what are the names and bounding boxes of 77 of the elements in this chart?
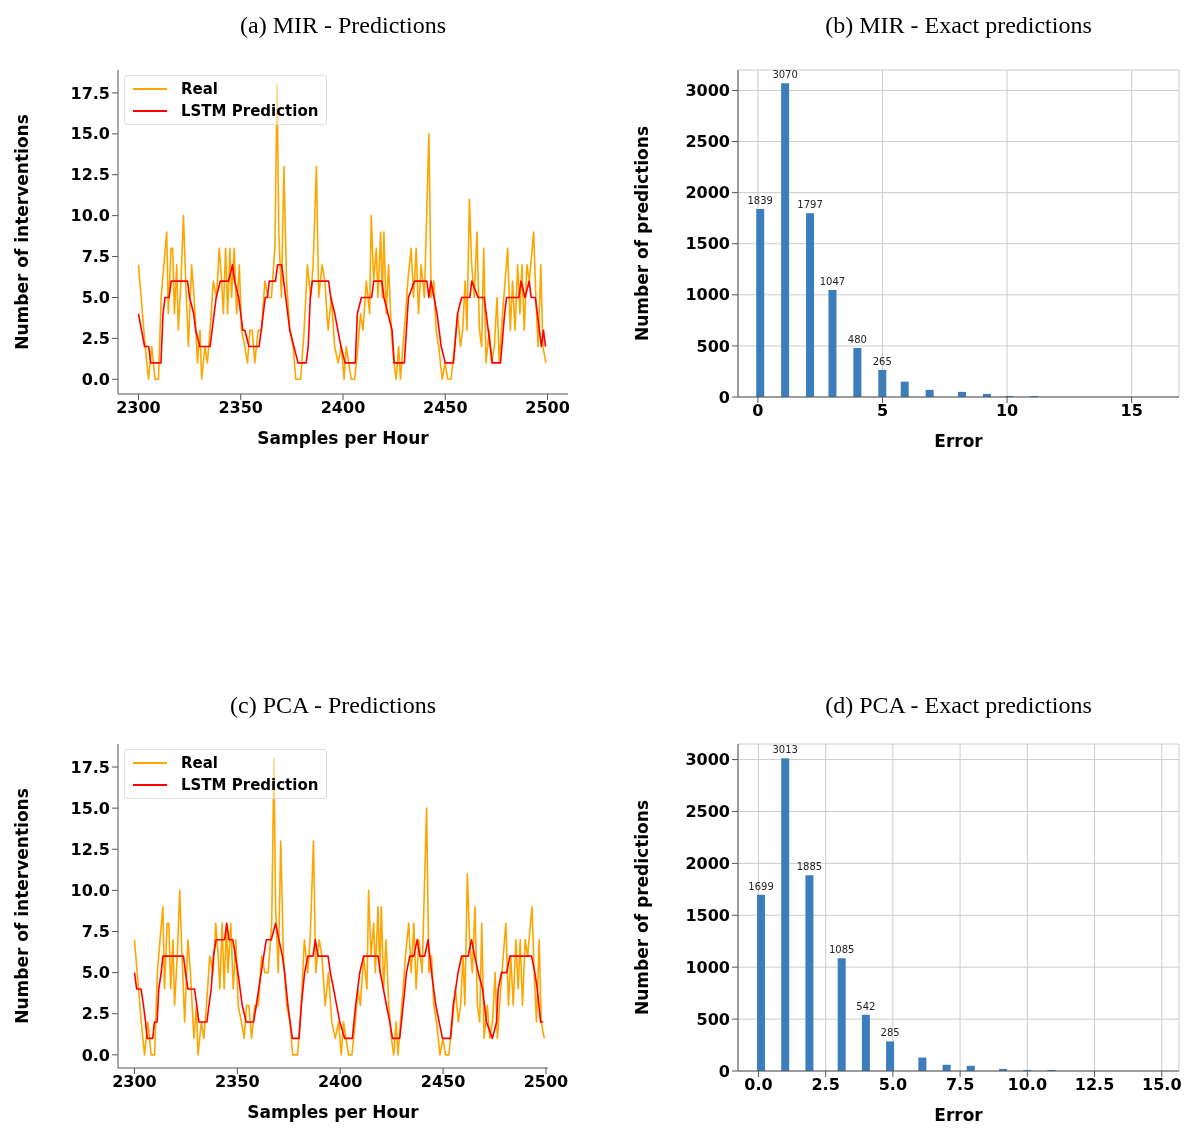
y-tick-label: 17.5: [70, 757, 110, 777]
x-tick-label: 2350: [218, 398, 263, 418]
y-tick-label: 500: [696, 336, 730, 356]
x-tick-label: 5: [876, 401, 889, 421]
y-tick-label: 2.5: [81, 1004, 110, 1024]
y-tick-label: 10.0: [70, 206, 110, 226]
data-label: 542: [856, 1000, 876, 1012]
x-tick-label: 5.0: [878, 1075, 908, 1095]
x-tick-label: 2300: [112, 1072, 157, 1092]
data-label: 285: [880, 1027, 900, 1039]
data-label: 1797: [797, 199, 823, 211]
chart-title: (d) PCA - Exact predictions: [824, 692, 1093, 719]
y-tick-label: 1000: [685, 957, 730, 977]
y-tick-label: 12.5: [70, 165, 110, 185]
x-axis-title: Error: [934, 1105, 984, 1125]
y-tick-label: 10.0: [70, 881, 110, 901]
data-label: 1085: [828, 944, 855, 956]
x-tick-label: 10: [995, 401, 1019, 421]
data-label: 1839: [747, 195, 773, 207]
chart-title: (c) PCA - Predictions: [229, 692, 437, 719]
y-tick-label: 7.5: [81, 247, 110, 267]
x-tick-label: 2300: [116, 398, 161, 418]
x-axis-title: Samples per Hour: [247, 1102, 420, 1122]
y-axis-title: Number of predictions: [632, 125, 653, 342]
y-axis-title: Number of predictions: [632, 799, 653, 1016]
legend-label: LSTM Prediction: [181, 775, 319, 796]
y-tick-label: 17.5: [70, 83, 110, 103]
x-tick-label: 15: [1120, 401, 1143, 421]
y-tick-label: 0.0: [81, 369, 110, 389]
x-tick-label: 2400: [320, 398, 366, 418]
x-tick-label: 15.0: [1142, 1075, 1182, 1095]
y-tick-label: 0.0: [81, 1045, 110, 1065]
y-tick-label: 15.0: [70, 124, 110, 144]
x-tick-label: 2500: [525, 398, 570, 418]
x-tick-label: 2450: [420, 1072, 466, 1092]
x-tick-label: 2400: [317, 1072, 363, 1092]
y-axis-title: Number of interventions: [12, 788, 33, 1024]
y-tick-label: 1500: [685, 905, 730, 925]
y-tick-label: 2500: [685, 132, 730, 152]
x-tick-label: 2500: [523, 1072, 569, 1092]
x-tick-label: 0: [752, 401, 764, 421]
x-tick-label: 7.5: [945, 1075, 975, 1095]
y-tick-label: 7.5: [81, 922, 110, 942]
y-tick-label: 3000: [685, 750, 730, 770]
data-label: 3013: [772, 744, 798, 756]
data-label: 1699: [748, 880, 774, 892]
data-label: 480: [847, 333, 867, 345]
legend-label: Real: [181, 753, 218, 774]
y-tick-label: 3000: [685, 81, 730, 101]
legend-label: LSTM Prediction: [181, 101, 319, 122]
y-tick-label: 15.0: [70, 798, 110, 818]
x-axis-title: Error: [934, 431, 984, 451]
x-tick-label: 2450: [423, 398, 468, 418]
data-label: 265: [872, 355, 892, 367]
x-tick-label: 12.5: [1074, 1075, 1115, 1095]
y-tick-label: 2000: [685, 183, 730, 203]
x-axis-title: Samples per Hour: [257, 428, 430, 448]
y-tick-label: 1500: [685, 234, 730, 254]
y-tick-label: 5.0: [81, 963, 110, 983]
y-tick-label: 12.5: [70, 839, 110, 859]
chart-title: (b) MIR - Exact predictions: [824, 12, 1093, 39]
data-label: 1885: [796, 861, 823, 873]
data-label: 1047: [819, 276, 846, 288]
legend-label: Real: [181, 79, 218, 100]
y-tick-label: 2.5: [81, 329, 110, 349]
x-tick-label: 10.0: [1007, 1075, 1048, 1095]
y-tick-label: 1000: [685, 285, 730, 305]
chart-title: (a) MIR - Predictions: [239, 12, 447, 39]
x-tick-label: 2.5: [811, 1075, 840, 1095]
y-tick-label: 2000: [685, 854, 730, 874]
y-axis-title: Number of interventions: [12, 114, 33, 350]
y-tick-label: 5.0: [81, 288, 110, 308]
x-tick-label: 2350: [215, 1072, 260, 1092]
data-label: 3070: [772, 69, 798, 81]
y-tick-label: 500: [696, 1009, 730, 1029]
x-tick-label: 0.0: [744, 1075, 773, 1095]
y-tick-label: 2500: [685, 802, 730, 822]
